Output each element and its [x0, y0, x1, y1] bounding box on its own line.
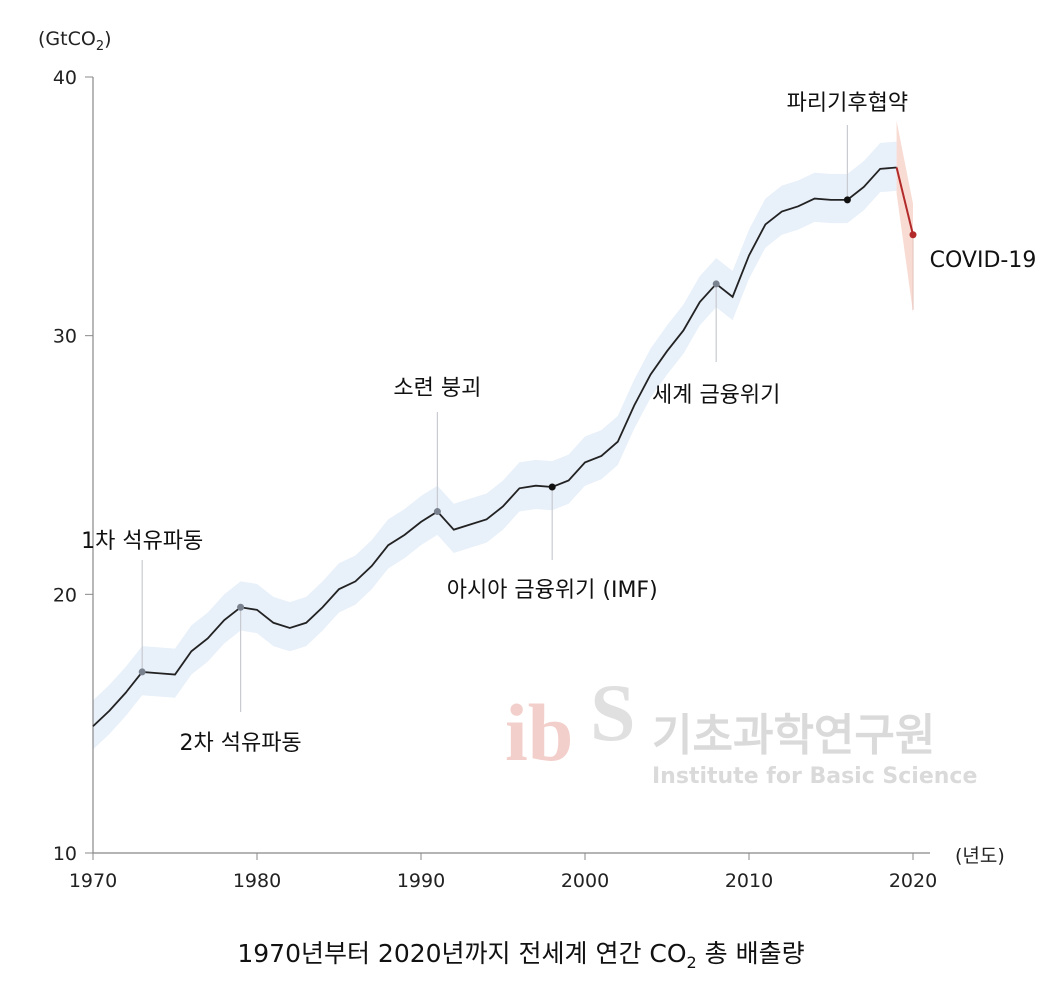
- watermark-english: Institute for Basic Science: [652, 764, 977, 789]
- annotation-marker: [548, 483, 556, 491]
- covid-uncertainty-band: [896, 120, 913, 313]
- annotation-label: 세계 금융위기: [652, 383, 780, 408]
- ibs-logo-s: S: [590, 667, 636, 758]
- annotation-marker: [237, 603, 245, 611]
- chart-title: 1970년부터 2020년까지 전세계 연간 CO2 총 배출량: [237, 939, 804, 972]
- ibs-watermark: ib S 기초과학연구원 Institute for Basic Science: [505, 667, 977, 789]
- watermark-korean: 기초과학연구원: [652, 710, 935, 761]
- emissions-line: [92, 166, 897, 727]
- annotation-label: 아시아 금융위기 (IMF): [447, 578, 658, 603]
- x-axis-label: (년도): [955, 845, 1005, 867]
- annotation-label: 2차 석유파동: [179, 731, 301, 756]
- ibs-logo: ib: [505, 687, 573, 778]
- x-tick-label: 1990: [397, 870, 445, 892]
- annotation-marker: [843, 196, 851, 204]
- annotation-label: 1차 석유파동: [81, 529, 203, 554]
- y-axis-label: (GtCO2): [38, 28, 112, 54]
- annotation-marker: [433, 508, 441, 516]
- x-tick-label: 2000: [561, 870, 609, 892]
- y-tick-label: 40: [53, 67, 77, 89]
- x-tick-label: 1970: [69, 870, 117, 892]
- y-tick-label: 10: [53, 843, 77, 865]
- annotation-marker: [138, 668, 146, 676]
- annotation-marker: [909, 231, 917, 239]
- y-tick-label: 20: [53, 584, 77, 606]
- annotation-label: 소련 붕괴: [393, 376, 481, 401]
- x-tick-label: 2020: [889, 870, 937, 892]
- covid-drop-line: [895, 167, 914, 236]
- y-tick-label: 30: [53, 326, 77, 348]
- annotation-marker: [712, 280, 720, 288]
- annotation-label: 파리기후협약: [787, 91, 908, 116]
- uncertainty-band: [93, 141, 897, 750]
- x-tick-label: 2010: [725, 870, 773, 892]
- x-tick-label: 1980: [233, 870, 281, 892]
- annotation-label: COVID-19: [930, 248, 1037, 273]
